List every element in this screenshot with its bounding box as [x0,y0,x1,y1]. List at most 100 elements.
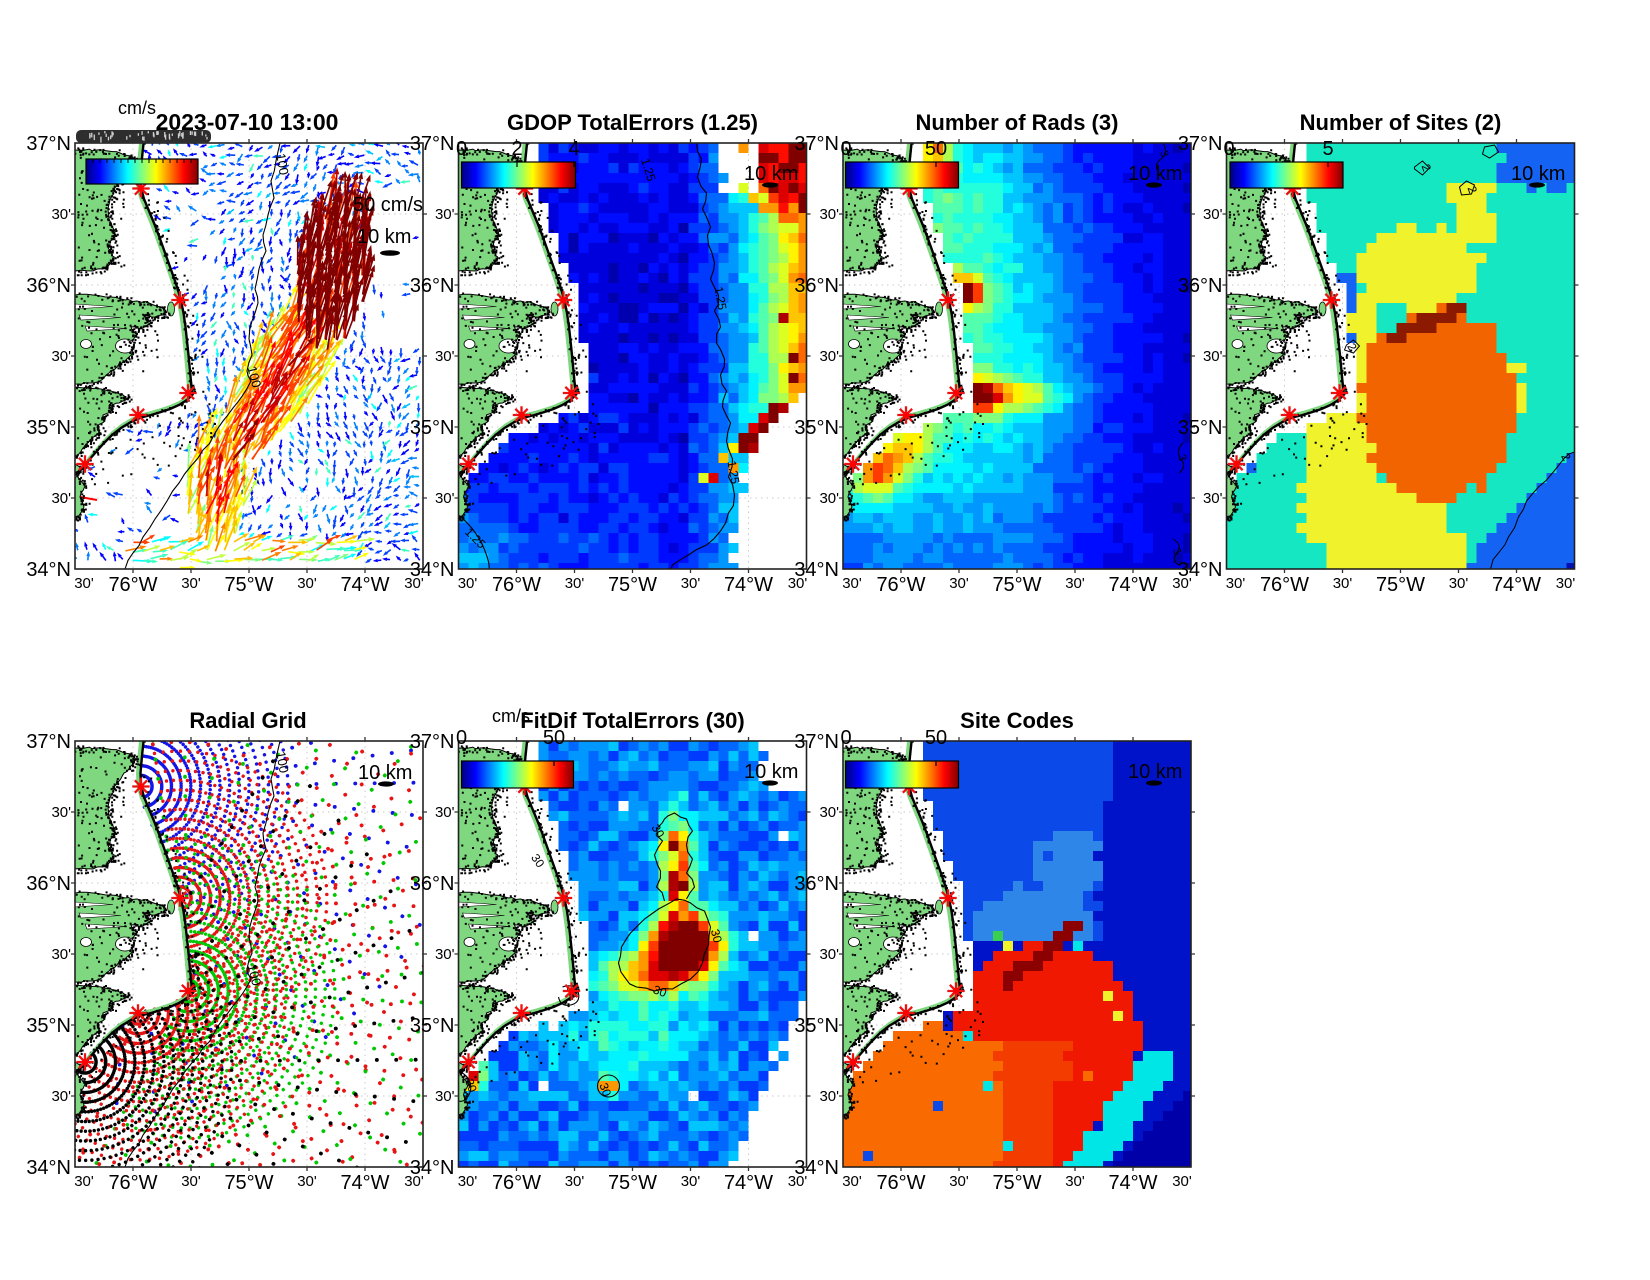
svg-text:75°W: 75°W [224,1172,273,1194]
svg-text:30': 30' [819,1088,839,1105]
svg-text:30': 30' [51,490,71,507]
svg-text:30': 30' [51,946,71,963]
svg-text:35°N: 35°N [794,1015,839,1037]
svg-text:36°N: 36°N [794,873,839,895]
svg-text:0: 0 [840,727,851,749]
svg-text:cm/s: cm/s [118,98,156,118]
svg-text:35°N: 35°N [1178,417,1223,439]
svg-text:30': 30' [181,1173,201,1190]
svg-text:74°W: 74°W [1108,1172,1157,1194]
svg-text:30': 30' [1203,490,1223,507]
svg-text:30': 30' [51,804,71,821]
svg-text:GDOP TotalErrors (1.25): GDOP TotalErrors (1.25) [507,110,758,135]
svg-text:74°W: 74°W [340,1172,389,1194]
svg-text:34°N: 34°N [1178,559,1223,581]
svg-text:37°N: 37°N [410,731,455,753]
svg-text:30': 30' [1556,575,1576,592]
svg-text:36°N: 36°N [410,275,455,297]
svg-text:34°N: 34°N [26,1157,71,1179]
svg-text:2: 2 [511,138,522,160]
svg-text:30': 30' [819,490,839,507]
svg-text:30': 30' [435,946,455,963]
svg-text:34°N: 34°N [26,559,71,581]
svg-text:FitDif TotalErrors (30): FitDif TotalErrors (30) [520,708,745,733]
svg-text:3: 3 [1175,453,1188,463]
svg-text:37°N: 37°N [794,731,839,753]
svg-text:34°N: 34°N [410,1157,455,1179]
svg-text:75°W: 75°W [224,574,273,596]
svg-text:34°N: 34°N [794,559,839,581]
svg-text:30': 30' [788,1173,808,1190]
svg-text:75°W: 75°W [608,574,657,596]
svg-text:30': 30' [788,575,808,592]
svg-text:10 km: 10 km [744,761,798,783]
svg-text:30': 30' [819,348,839,365]
svg-text:2: 2 [1419,162,1435,173]
svg-text:36°N: 36°N [26,275,71,297]
svg-text:30': 30' [842,1173,862,1190]
svg-text:10 km: 10 km [1511,163,1565,185]
svg-text:36°N: 36°N [1178,275,1223,297]
svg-text:30': 30' [1172,575,1192,592]
svg-text:74°W: 74°W [340,574,389,596]
svg-text:100: 100 [273,750,292,774]
svg-text:30: 30 [528,851,547,870]
svg-text:35°N: 35°N [794,417,839,439]
svg-text:10 km: 10 km [744,163,798,185]
svg-text:36°N: 36°N [26,873,71,895]
svg-text:30': 30' [819,946,839,963]
svg-text:2: 2 [1465,184,1481,195]
svg-text:35°N: 35°N [410,417,455,439]
svg-text:75°W: 75°W [1376,574,1425,596]
svg-text:Site Codes: Site Codes [960,708,1074,733]
svg-text:35°N: 35°N [410,1015,455,1037]
svg-text:74°W: 74°W [724,1172,773,1194]
svg-text:30': 30' [681,1173,701,1190]
svg-text:30': 30' [1449,575,1469,592]
svg-text:10 km: 10 km [1128,163,1182,185]
svg-text:5: 5 [1322,138,1333,160]
svg-text:30: 30 [708,928,725,945]
svg-text:30': 30' [435,206,455,223]
svg-text:37°N: 37°N [1178,133,1223,155]
svg-text:10 km: 10 km [358,762,412,784]
svg-text:10 km: 10 km [1128,761,1182,783]
svg-text:30': 30' [1333,575,1353,592]
svg-text:30': 30' [1065,1173,1085,1190]
svg-text:30': 30' [297,1173,317,1190]
svg-text:30': 30' [565,575,585,592]
svg-text:10 km: 10 km [357,226,411,248]
svg-text:30': 30' [1065,575,1085,592]
svg-text:50 cm/s: 50 cm/s [353,194,423,216]
svg-text:76°W: 76°W [876,574,925,596]
svg-text:4: 4 [568,138,579,160]
svg-text:30': 30' [74,1173,94,1190]
svg-text:74°W: 74°W [724,574,773,596]
svg-text:100: 100 [244,364,264,389]
svg-text:37°N: 37°N [26,133,71,155]
svg-text:30': 30' [565,1173,585,1190]
svg-text:30': 30' [181,575,201,592]
svg-text:30': 30' [949,575,969,592]
svg-text:30: 30 [596,1081,614,1099]
svg-text:50: 50 [925,138,947,160]
svg-text:30': 30' [297,575,317,592]
svg-text:50: 50 [543,727,565,749]
svg-text:1.25: 1.25 [712,286,730,312]
svg-text:Number of Rads (3): Number of Rads (3) [916,110,1119,135]
svg-text:35°N: 35°N [26,1015,71,1037]
svg-text:75°W: 75°W [992,574,1041,596]
svg-text:cm/s: cm/s [492,706,530,726]
svg-text:74°W: 74°W [1492,574,1541,596]
svg-text:76°W: 76°W [108,574,157,596]
svg-text:30': 30' [51,1088,71,1105]
svg-text:34°N: 34°N [410,559,455,581]
svg-text:3: 3 [1170,546,1183,557]
svg-text:74°W: 74°W [1108,574,1157,596]
svg-text:75°W: 75°W [608,1172,657,1194]
svg-text:76°W: 76°W [492,1172,541,1194]
svg-text:30': 30' [949,1173,969,1190]
svg-text:76°W: 76°W [108,1172,157,1194]
svg-text:0: 0 [840,138,851,160]
svg-text:1.25: 1.25 [725,460,743,486]
